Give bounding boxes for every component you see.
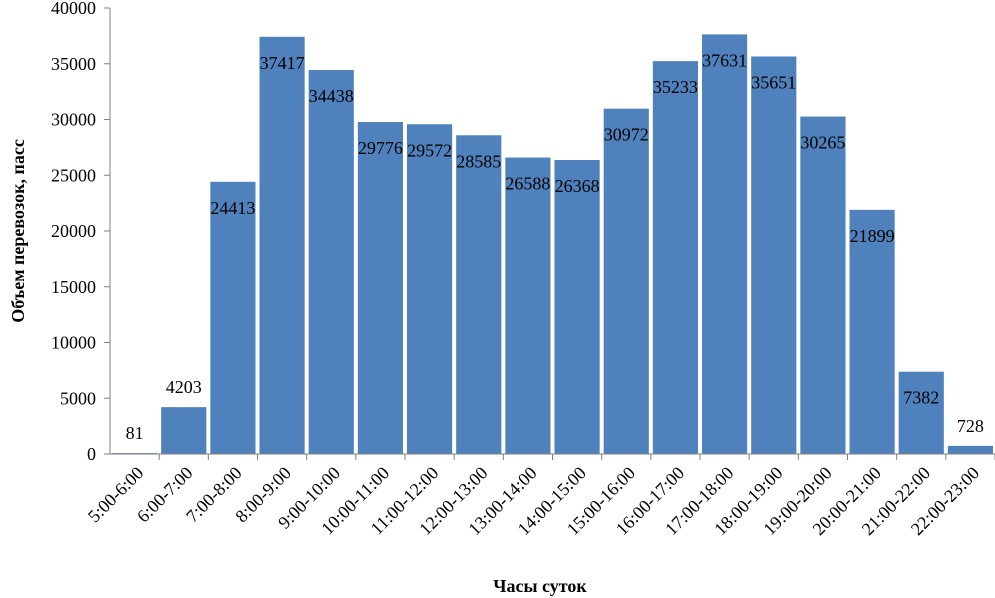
bar (456, 135, 502, 454)
bar (751, 56, 797, 455)
data-label: 35233 (653, 77, 698, 97)
bar (947, 445, 993, 454)
data-label: 728 (957, 416, 984, 436)
data-label: 35651 (751, 72, 796, 92)
data-label: 37417 (260, 53, 305, 73)
bar (702, 34, 748, 454)
bar (652, 61, 698, 455)
data-label: 29776 (358, 138, 403, 158)
y-axis-tick-labels: 0 5000 10000 15000 20000 25000 30000 35000 40000 (51, 0, 96, 464)
bar (554, 160, 600, 454)
axes (104, 7, 995, 460)
y-tick-label: 15000 (51, 277, 96, 297)
y-tick-label: 40000 (51, 0, 96, 18)
bars (112, 34, 993, 455)
bar (800, 116, 846, 455)
data-label: 26588 (505, 174, 550, 194)
data-label: 4203 (166, 377, 202, 397)
y-tick-label: 30000 (51, 110, 96, 130)
data-label: 37631 (702, 50, 747, 70)
data-label: 24413 (210, 198, 255, 218)
data-label: 34438 (309, 86, 354, 106)
bar (210, 181, 256, 455)
data-label: 81 (126, 423, 144, 443)
y-tick-label: 25000 (51, 165, 96, 185)
bar (357, 122, 403, 454)
y-tick-label: 0 (87, 444, 96, 464)
bar (603, 108, 649, 454)
data-label: 21899 (850, 226, 895, 246)
bar (161, 407, 207, 454)
bar (308, 70, 354, 455)
y-tick-label: 5000 (60, 388, 96, 408)
bar (898, 371, 944, 454)
y-tick-label: 10000 (51, 333, 96, 353)
bar (505, 157, 551, 455)
data-label: 30265 (800, 133, 845, 153)
data-label: 28585 (456, 151, 501, 171)
x-axis-tick-labels: 5:00-6:006:00-7:007:00-8:008:00-9:009:00… (84, 463, 983, 539)
data-label: 29572 (407, 140, 452, 160)
bar (259, 36, 305, 455)
data-label: 30972 (604, 125, 649, 145)
y-tick-label: 35000 (51, 54, 96, 74)
data-label: 7382 (903, 388, 939, 408)
data-label: 26368 (555, 176, 600, 196)
y-axis-title: Объем перевозок, пасс (8, 139, 28, 323)
bar (849, 209, 895, 454)
bar (407, 124, 453, 455)
y-tick-label: 20000 (51, 221, 96, 241)
x-axis-title: Часы суток (493, 576, 587, 596)
